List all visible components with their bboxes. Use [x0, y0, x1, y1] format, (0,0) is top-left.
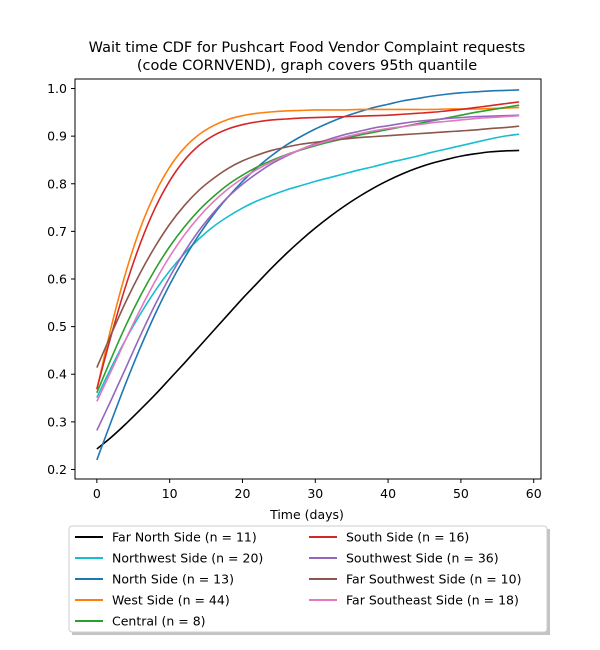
series-line-2 [96, 89, 520, 461]
y-axis: 0.2 0.3 0.4 0.5 0.6 0.7 0.8 0.9 1.0 [47, 81, 75, 477]
x-tick-label: 60 [526, 486, 542, 501]
plot-frame [74, 78, 542, 480]
legend-label-6: Southwest Side (n = 36) [346, 551, 499, 566]
y-tick-label: 0.8 [47, 176, 67, 191]
y-tick-label: 0.9 [47, 129, 67, 144]
series-line-7 [96, 125, 520, 368]
x-axis-label: Time (days) [269, 507, 344, 522]
plot-lines [96, 89, 520, 461]
y-tick-label: 0.6 [47, 272, 67, 287]
series-line-8 [96, 114, 520, 402]
legend-label-7: Far Southwest Side (n = 10) [346, 572, 521, 587]
x-tick-label: 40 [380, 486, 396, 501]
series-line-0 [96, 149, 520, 450]
x-tick-label: 20 [235, 486, 251, 501]
y-tick-label: 0.2 [47, 462, 67, 477]
legend-box [68, 525, 548, 633]
chart-title: Wait time CDF for Pushcart Food Vendor C… [89, 40, 526, 56]
y-tick-label: 0.4 [47, 367, 67, 382]
legend-label-2: North Side (n = 13) [112, 572, 234, 587]
legend-label-1: Northwest Side (n = 20) [112, 551, 263, 566]
legend-label-5: South Side (n = 16) [346, 530, 469, 545]
legend-label-4: Central (n = 8) [112, 614, 206, 629]
x-tick-label: 0 [93, 486, 101, 501]
legend-label-8: Far Southeast Side (n = 18) [346, 593, 519, 608]
legend-label-0: Far North Side (n = 11) [112, 530, 257, 545]
x-tick-label: 50 [453, 486, 469, 501]
x-tick-label: 30 [307, 486, 323, 501]
x-axis: 0 10 20 30 40 50 60 [93, 479, 542, 501]
legend-label-3: West Side (n = 44) [112, 593, 230, 608]
legend: Far North Side (n = 11) Northwest Side (n… [68, 525, 550, 635]
y-tick-label: 0.5 [47, 319, 67, 334]
y-tick-label: 0.7 [47, 224, 67, 239]
series-line-3 [96, 106, 520, 390]
y-tick-label: 0.3 [47, 414, 67, 429]
x-tick-label: 10 [162, 486, 178, 501]
series-line-5 [96, 101, 520, 390]
y-tick-label: 1.0 [47, 81, 67, 96]
series-line-1 [96, 133, 520, 398]
chart-subtitle: (code CORNVEND), graph covers 95th quant… [137, 58, 477, 74]
series-line-4 [96, 104, 520, 394]
